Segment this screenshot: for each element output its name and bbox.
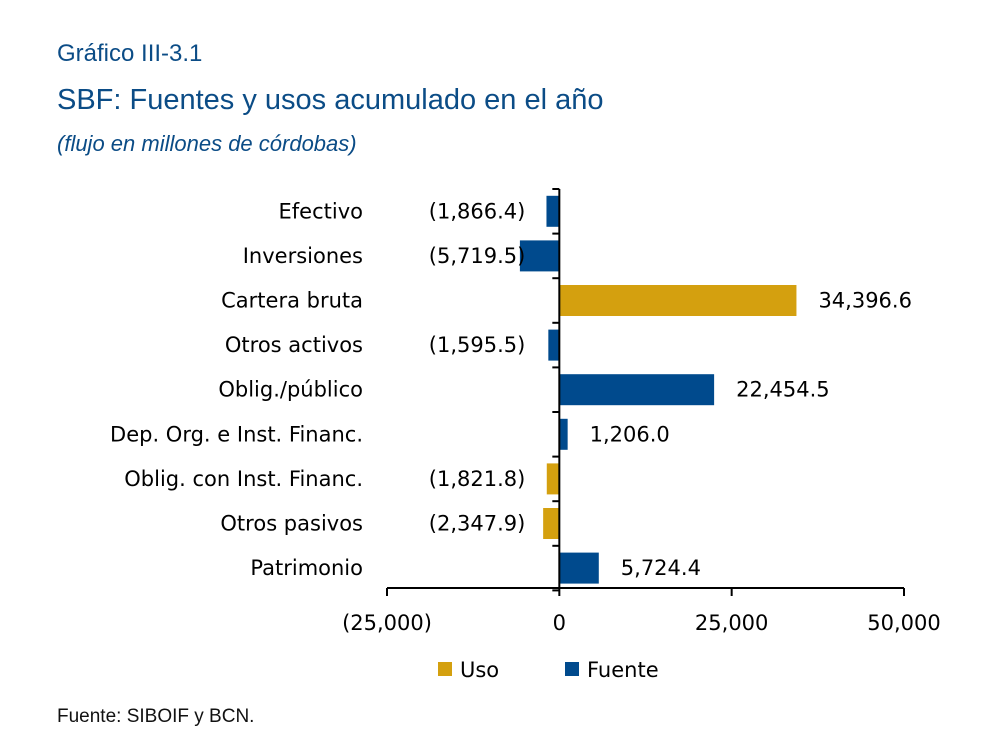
category-label: Oblig./público: [218, 378, 363, 402]
data-label: (1,821.8): [429, 467, 526, 491]
category-label: Dep. Org. e Inst. Financ.: [110, 422, 363, 446]
data-label: 1,206.0: [590, 422, 670, 446]
x-tick-label: 0: [553, 611, 566, 635]
legend-swatch: [438, 662, 452, 676]
category-label: Inversiones: [243, 244, 363, 268]
legend-label: Uso: [460, 658, 499, 682]
category-label: Oblig. con Inst. Financ.: [124, 467, 363, 491]
bar: [546, 463, 560, 495]
category-label: Efectivo: [279, 199, 363, 223]
data-label: 22,454.5: [736, 378, 830, 402]
data-label: (5,719.5): [429, 244, 526, 268]
bar: [559, 285, 797, 316]
legend-label: Fuente: [587, 658, 659, 682]
bar: [559, 374, 715, 406]
legend-swatch: [565, 662, 579, 676]
x-tick-label: (25,000): [342, 611, 432, 635]
bar: [519, 240, 560, 272]
bar: [543, 508, 560, 539]
axes-group: (25,000) 0 25,000 50,000: [342, 188, 941, 635]
category-label: Otros pasivos: [220, 512, 363, 536]
category-label: Patrimonio: [250, 556, 363, 580]
category-label: Otros activos: [225, 333, 363, 357]
chart-label: Gráfico III-3.1: [57, 40, 203, 67]
data-label: 34,396.6: [818, 289, 912, 313]
x-tick-label: 50,000: [867, 611, 940, 635]
data-label: (1,866.4): [429, 199, 526, 223]
legend: Uso Fuente: [438, 658, 659, 682]
data-label: (1,595.5): [429, 333, 526, 357]
chart-subtitle: (flujo en millones de córdobas): [57, 131, 357, 156]
bar: [559, 418, 568, 450]
x-tick-label: 25,000: [695, 611, 768, 635]
source-note: Fuente: SIBOIF y BCN.: [57, 706, 255, 727]
bars-group: Efectivo (1,866.4) Inversiones (5,719.5) Car…: [110, 195, 912, 584]
bar: [548, 329, 560, 361]
data-label: 5,724.4: [621, 556, 701, 580]
bar: [559, 552, 599, 584]
bar-chart: Efectivo (1,866.4) Inversiones (5,719.5) Car…: [110, 188, 941, 682]
chart-title: SBF: Fuentes y usos acumulado en el año: [57, 84, 604, 116]
data-label: (2,347.9): [429, 512, 526, 536]
bar: [546, 195, 560, 227]
category-label: Cartera bruta: [221, 289, 363, 313]
